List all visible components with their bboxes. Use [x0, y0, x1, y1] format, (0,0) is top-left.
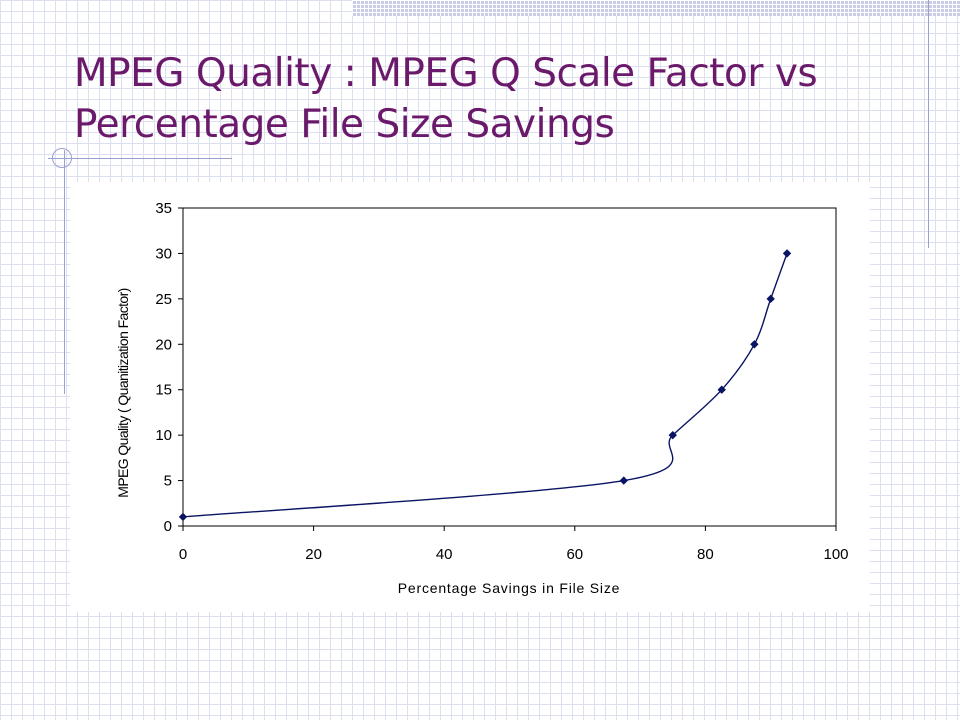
x-tick-label: 80: [697, 546, 714, 563]
x-tick-label: 40: [436, 546, 453, 563]
x-tick-label: 0: [179, 546, 187, 563]
y-axis-label: MPEG Quality ( Quanitization Factor): [115, 288, 131, 498]
title-underline-rule: [48, 158, 232, 159]
data-point-marker: [717, 385, 726, 394]
data-point-marker: [782, 249, 792, 258]
data-point-marker: [750, 340, 759, 349]
data-point-marker: [668, 430, 677, 440]
x-tick-label: 60: [566, 546, 583, 563]
y-tick-label: 5: [164, 473, 172, 490]
data-point-marker: [178, 512, 188, 522]
data-point-marker: [766, 294, 775, 304]
left-decor-rule: [64, 150, 65, 394]
y-tick-label: 10: [155, 427, 172, 444]
right-decor-rule: [928, 0, 929, 248]
y-tick-label: 25: [155, 291, 172, 308]
x-axis-label: Percentage Savings in File Size: [397, 580, 621, 596]
y-tick-label: 0: [164, 518, 172, 535]
chart-panel: [70, 182, 870, 612]
y-tick-label: 15: [155, 382, 172, 399]
plot-area-frame: [182, 207, 837, 527]
x-tick-label: 20: [305, 546, 322, 563]
x-tick-label: 100: [823, 546, 848, 563]
slide-title: MPEG Quality : MPEG Q Scale Factor vs Pe…: [74, 51, 818, 147]
y-tick-label: 35: [155, 200, 172, 217]
crosshair-ornament: [52, 148, 72, 168]
y-tick-label: 30: [155, 245, 172, 262]
series-line: [182, 253, 788, 518]
header-pattern-band: [352, 0, 960, 16]
data-point-marker: [619, 476, 628, 485]
y-tick-label: 20: [155, 336, 172, 353]
